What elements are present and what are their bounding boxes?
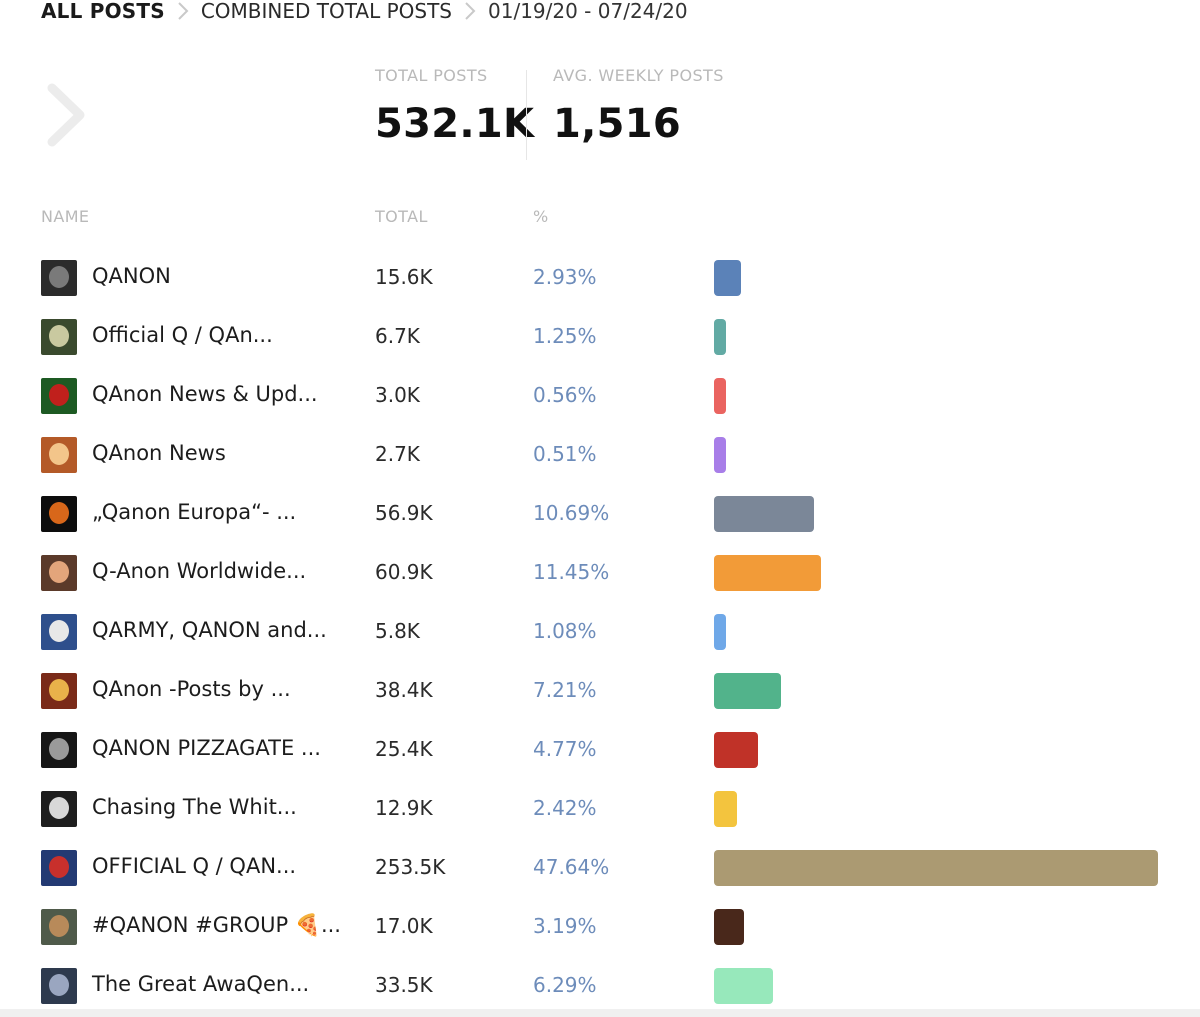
percent-value: 0.56%	[533, 383, 597, 407]
total-value: 2.7K	[375, 442, 420, 466]
percent-value: 1.25%	[533, 324, 597, 348]
channel-avatar[interactable]	[41, 791, 77, 827]
channel-name[interactable]: „Qanon Europa“- ...	[92, 500, 297, 524]
percent-value: 1.08%	[533, 619, 597, 643]
percent-value: 0.51%	[533, 442, 597, 466]
breadcrumb: ALL POSTS COMBINED TOTAL POSTS 01/19/20 …	[41, 0, 688, 28]
share-bar[interactable]	[714, 968, 773, 1004]
table-row[interactable]: QANON PIZZAGATE ... 25.4K 4.77%	[0, 720, 1200, 779]
share-bar[interactable]	[714, 437, 726, 473]
channel-name[interactable]: QAnon -Posts by ...	[92, 677, 291, 701]
avg-weekly-posts-value: 1,516	[553, 101, 682, 147]
table-row[interactable]: QAnon -Posts by ... 38.4K 7.21%	[0, 661, 1200, 720]
chevron-right-icon[interactable]	[44, 82, 88, 148]
share-bar[interactable]	[714, 614, 726, 650]
date-range: 01/19/20 - 07/24/20	[488, 0, 688, 23]
total-value: 6.7K	[375, 324, 420, 348]
channel-name[interactable]: OFFICIAL Q / QAN...	[92, 854, 297, 878]
total-value: 38.4K	[375, 678, 433, 702]
share-bar[interactable]	[714, 319, 726, 355]
table-row[interactable]: QAnon News 2.7K 0.51%	[0, 425, 1200, 484]
channel-avatar[interactable]	[41, 555, 77, 591]
table-row[interactable]: Q-Anon Worldwide... 60.9K 11.45%	[0, 543, 1200, 602]
total-posts-value: 532.1K	[375, 101, 535, 147]
channel-name[interactable]: QAnon News & Upd...	[92, 382, 318, 406]
channel-avatar[interactable]	[41, 260, 77, 296]
column-header-percent[interactable]: %	[533, 207, 549, 226]
channel-name[interactable]: The Great AwaQen...	[92, 972, 310, 996]
percent-value: 6.29%	[533, 973, 597, 997]
share-bar[interactable]	[714, 850, 1158, 886]
chevron-right-icon	[452, 1, 488, 21]
horizontal-scrollbar[interactable]	[0, 1009, 1200, 1017]
channel-name[interactable]: QAnon News	[92, 441, 226, 465]
total-value: 56.9K	[375, 501, 433, 525]
share-bar[interactable]	[714, 909, 744, 945]
total-value: 60.9K	[375, 560, 433, 584]
channel-avatar[interactable]	[41, 437, 77, 473]
total-value: 253.5K	[375, 855, 446, 879]
percent-value: 3.19%	[533, 914, 597, 938]
share-bar[interactable]	[714, 496, 814, 532]
channel-name[interactable]: Q-Anon Worldwide...	[92, 559, 307, 583]
channel-name[interactable]: QANON PIZZAGATE ...	[92, 736, 321, 760]
channel-avatar[interactable]	[41, 732, 77, 768]
percent-value: 7.21%	[533, 678, 597, 702]
total-value: 5.8K	[375, 619, 420, 643]
table-row[interactable]: The Great AwaQen... 33.5K 6.29%	[0, 956, 1200, 1015]
channel-avatar[interactable]	[41, 319, 77, 355]
channel-avatar[interactable]	[41, 850, 77, 886]
chevron-right-icon	[165, 1, 201, 21]
share-bar[interactable]	[714, 260, 741, 296]
channel-name[interactable]: #QANON #GROUP 🍕...	[92, 913, 341, 937]
channel-avatar[interactable]	[41, 614, 77, 650]
channel-avatar[interactable]	[41, 909, 77, 945]
percent-value: 11.45%	[533, 560, 610, 584]
table-body: QANON 15.6K 2.93% Official Q / QAn... 6.7K 1.…	[0, 248, 1200, 1015]
channel-name[interactable]: QARMY, QANON and...	[92, 618, 327, 642]
percent-value: 2.42%	[533, 796, 597, 820]
table-row[interactable]: QARMY, QANON and... 5.8K 1.08%	[0, 602, 1200, 661]
share-bar[interactable]	[714, 791, 737, 827]
total-value: 17.0K	[375, 914, 433, 938]
stat-divider	[526, 70, 527, 160]
total-value: 25.4K	[375, 737, 433, 761]
percent-value: 2.93%	[533, 265, 597, 289]
total-value: 3.0K	[375, 383, 420, 407]
table-row[interactable]: QANON 15.6K 2.93%	[0, 248, 1200, 307]
channel-name[interactable]: Official Q / QAn...	[92, 323, 273, 347]
share-bar[interactable]	[714, 378, 726, 414]
table-row[interactable]: „Qanon Europa“- ... 56.9K 10.69%	[0, 484, 1200, 543]
column-header-total[interactable]: TOTAL	[375, 207, 428, 226]
total-posts-stat: TOTAL POSTS 532.1K	[375, 66, 534, 147]
percent-value: 47.64%	[533, 855, 610, 879]
channel-avatar[interactable]	[41, 673, 77, 709]
total-value: 15.6K	[375, 265, 433, 289]
avg-weekly-posts-label: AVG. WEEKLY POSTS	[553, 66, 724, 85]
channel-name[interactable]: QANON	[92, 264, 171, 288]
channel-name[interactable]: Chasing The Whit...	[92, 795, 297, 819]
percent-value: 4.77%	[533, 737, 597, 761]
breadcrumb-item-combined-total-posts[interactable]: COMBINED TOTAL POSTS	[200, 0, 452, 23]
percent-value: 10.69%	[533, 501, 610, 525]
table-row[interactable]: Chasing The Whit... 12.9K 2.42%	[0, 779, 1200, 838]
channel-avatar[interactable]	[41, 378, 77, 414]
channel-avatar[interactable]	[41, 496, 77, 532]
table-row[interactable]: Official Q / QAn... 6.7K 1.25%	[0, 307, 1200, 366]
table-row[interactable]: OFFICIAL Q / QAN... 253.5K 47.64%	[0, 838, 1200, 897]
avg-weekly-posts-stat: AVG. WEEKLY POSTS 1,516	[553, 66, 724, 147]
share-bar[interactable]	[714, 673, 781, 709]
breadcrumb-item-all-posts[interactable]: ALL POSTS	[41, 0, 165, 23]
share-bar[interactable]	[714, 555, 821, 591]
total-value: 12.9K	[375, 796, 433, 820]
total-posts-label: TOTAL POSTS	[375, 66, 488, 85]
table-row[interactable]: QAnon News & Upd... 3.0K 0.56%	[0, 366, 1200, 425]
share-bar[interactable]	[714, 732, 758, 768]
channel-avatar[interactable]	[41, 968, 77, 1004]
column-header-name[interactable]: NAME	[41, 207, 90, 226]
table-row[interactable]: #QANON #GROUP 🍕... 17.0K 3.19%	[0, 897, 1200, 956]
total-value: 33.5K	[375, 973, 433, 997]
